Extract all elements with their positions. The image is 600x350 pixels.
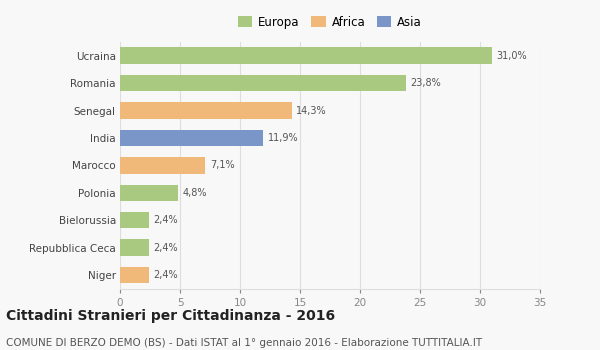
Text: 2,4%: 2,4% bbox=[154, 243, 178, 253]
Bar bbox=[120, 157, 205, 174]
Text: 4,8%: 4,8% bbox=[182, 188, 207, 198]
Text: 7,1%: 7,1% bbox=[210, 160, 235, 170]
Text: Cittadini Stranieri per Cittadinanza - 2016: Cittadini Stranieri per Cittadinanza - 2… bbox=[6, 309, 335, 323]
Text: 23,8%: 23,8% bbox=[410, 78, 441, 88]
Bar bbox=[120, 75, 406, 91]
Text: 14,3%: 14,3% bbox=[296, 106, 327, 116]
Bar bbox=[120, 184, 178, 201]
Text: 11,9%: 11,9% bbox=[268, 133, 298, 143]
Bar bbox=[120, 239, 149, 256]
Text: COMUNE DI BERZO DEMO (BS) - Dati ISTAT al 1° gennaio 2016 - Elaborazione TUTTITA: COMUNE DI BERZO DEMO (BS) - Dati ISTAT a… bbox=[6, 338, 482, 349]
Text: 2,4%: 2,4% bbox=[154, 270, 178, 280]
Bar bbox=[120, 130, 263, 146]
Legend: Europa, Africa, Asia: Europa, Africa, Asia bbox=[236, 13, 424, 31]
Text: 2,4%: 2,4% bbox=[154, 215, 178, 225]
Text: 31,0%: 31,0% bbox=[497, 51, 527, 61]
Bar bbox=[120, 48, 492, 64]
Bar bbox=[120, 267, 149, 283]
Bar bbox=[120, 102, 292, 119]
Bar bbox=[120, 212, 149, 229]
